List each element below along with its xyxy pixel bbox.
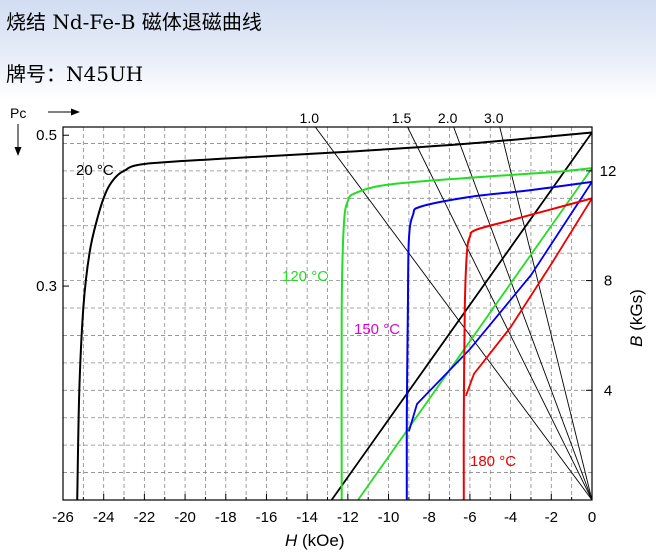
b-line-curve [465,197,592,397]
b-line-curve [330,131,592,500]
x-tick-label: 0 [588,509,596,526]
page-title: 烧结 Nd-Fe-B 磁体退磁曲线 [6,10,262,34]
pc-arrowhead-down [14,147,22,156]
x-tick-label: -20 [174,509,196,526]
load-line-label: 1.0 [300,110,320,126]
y-tick-label: 12 [600,163,617,180]
x-tick-label: -24 [93,509,115,526]
load-line-layer: 1.0 1.5 2.0 3.0 [300,110,592,500]
grade-label: 牌号：N45UH [6,62,144,86]
series-label-120c: 120 °C [282,268,328,285]
load-line [499,127,592,500]
pc-axis-label: Pc [10,105,26,121]
x-tick-label: -2 [545,509,558,526]
b-line-curve [357,167,592,500]
pc-tick-label: 0.3 [36,278,57,295]
demagnetization-curve [405,180,592,500]
series-label-20c: 20 °C [76,162,114,179]
x-tick-label: -4 [504,509,517,526]
x-tick-label: -18 [215,509,237,526]
load-line-label: 2.0 [438,110,458,126]
x-tick-label: -14 [296,509,318,526]
x-axis-title: H (kOe) [285,531,345,550]
series-layer [76,131,592,500]
pc-arrowhead-right [71,108,80,116]
demagnetization-curve [340,167,592,500]
y-tick-label: 8 [604,273,612,290]
demagnetization-curve [76,131,592,500]
x-tick-label: -16 [256,509,278,526]
x-tick-label: -26 [52,509,74,526]
x-tick-label: -6 [463,509,476,526]
x-tick-label: -12 [337,509,359,526]
pc-tick-label: 0.5 [36,127,57,144]
load-line-label: 1.5 [392,110,412,126]
header-band [0,0,656,100]
demagnetization-curve [462,197,592,500]
load-line-label: 3.0 [484,110,504,126]
x-tick-label: -8 [423,509,436,526]
x-tick-label: -10 [378,509,400,526]
series-curves [76,131,592,500]
load-line [314,127,592,500]
load-line [407,127,592,500]
load-lines [314,127,592,500]
series-label-150c: 150 °C [354,321,400,338]
y-axis-title: B (kGs) [627,289,646,347]
y-tick-label: 4 [604,382,612,399]
x-tick-label: -22 [134,509,156,526]
axes-layer: -26 -24 -22 -20 -18 -16 -14 -12 -10 -8 -6 -4 -2 04812… [36,126,617,526]
series-label-180c: 180 °C [470,453,516,470]
grid-layer [63,127,592,500]
b-line-curve [408,181,592,432]
